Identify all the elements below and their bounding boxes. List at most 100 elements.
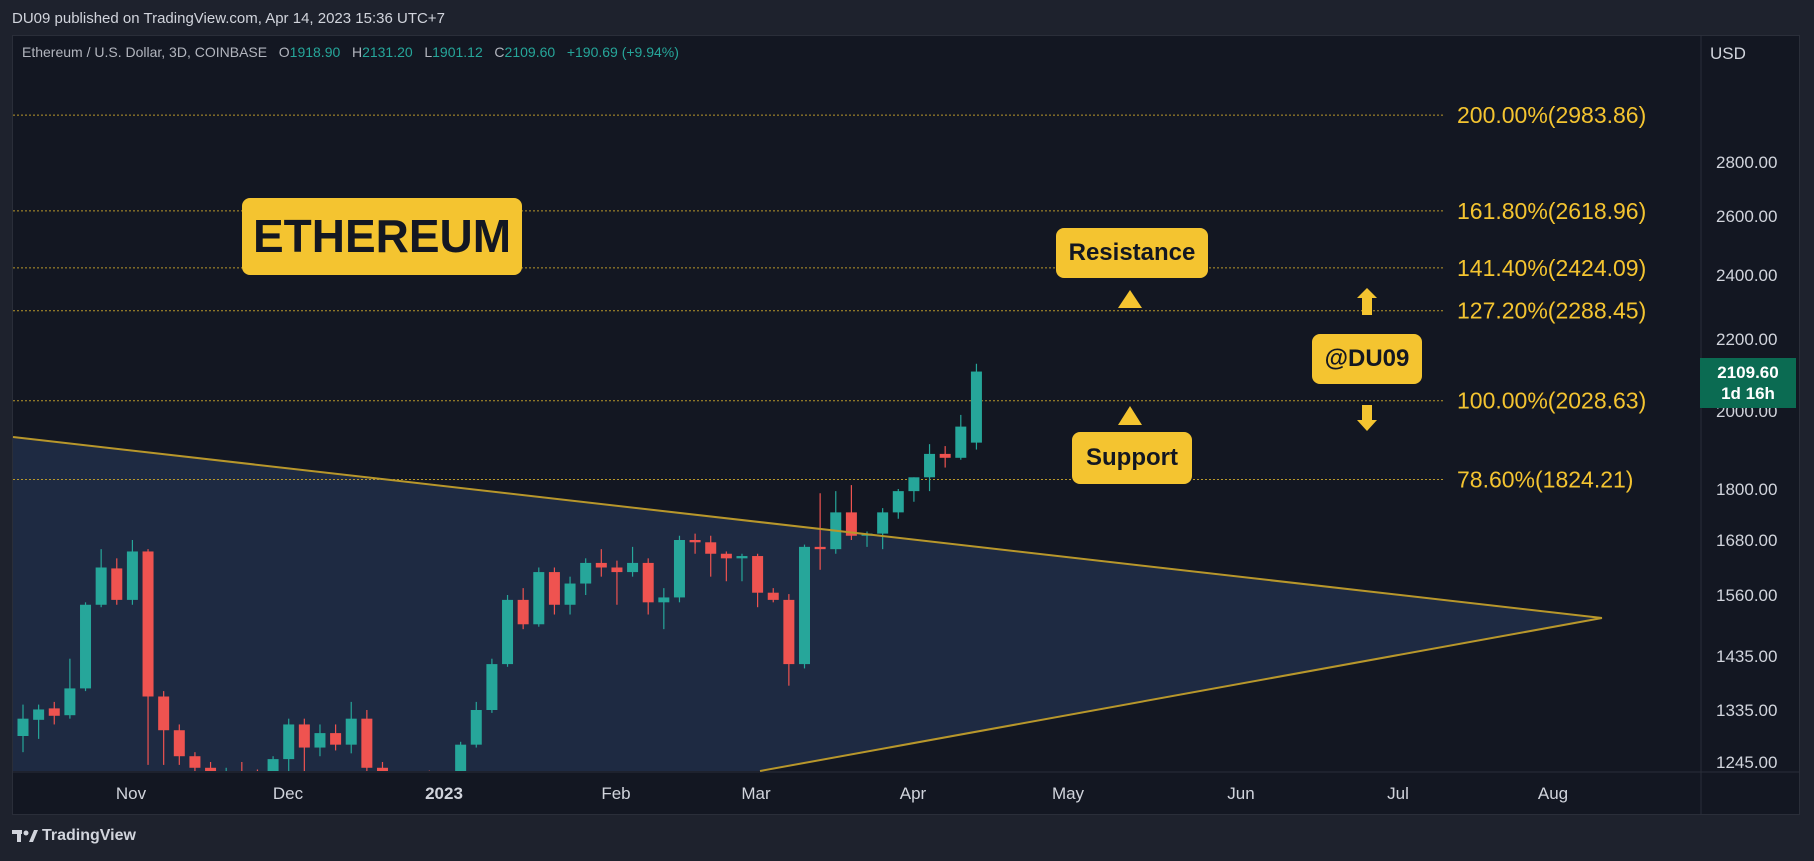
candle xyxy=(314,724,326,757)
fib-level-label: 127.20%(2288.45) xyxy=(1457,298,1646,324)
candle xyxy=(548,567,560,615)
candle xyxy=(955,414,967,460)
candle xyxy=(142,549,154,765)
lower-trendline xyxy=(759,617,1603,772)
publish-info: DU09 published on TradingView.com, Apr 1… xyxy=(12,10,445,27)
currency-label[interactable]: USD xyxy=(1710,44,1746,63)
bar-countdown: 1d 16h xyxy=(1721,384,1775,403)
fib-levels: 200.00%(2983.86) 161.80%(2618.96) 141.40%(… xyxy=(13,102,1646,493)
time-tick-label: Mar xyxy=(741,784,771,803)
candle xyxy=(486,658,498,713)
candle xyxy=(611,560,623,605)
open-value: 1918.90 xyxy=(289,44,341,60)
candle xyxy=(502,595,514,667)
time-tick-label: Jul xyxy=(1387,784,1409,803)
price-tick-label: 1335.00 xyxy=(1716,701,1777,720)
candle xyxy=(330,724,342,751)
price-tick-label: 1680.00 xyxy=(1716,531,1777,550)
candle xyxy=(189,752,201,771)
time-tick-label: 2023 xyxy=(425,784,463,803)
low-value: 1901.12 xyxy=(432,44,483,60)
time-tick-label: Apr xyxy=(900,784,927,803)
candle xyxy=(256,769,259,771)
resistance-pointer xyxy=(1118,290,1142,308)
candle xyxy=(580,558,592,595)
time-tick-label: May xyxy=(1052,784,1085,803)
candle xyxy=(799,544,810,669)
time-tick-label: Aug xyxy=(1538,784,1568,803)
candle xyxy=(393,779,404,796)
upper-trendline xyxy=(12,436,1603,619)
candle xyxy=(33,704,45,739)
candle xyxy=(95,549,107,608)
candle xyxy=(267,756,279,771)
candle xyxy=(345,701,357,754)
candle xyxy=(80,602,92,692)
candle xyxy=(595,549,607,577)
candle xyxy=(17,704,29,753)
candle xyxy=(892,489,904,519)
price-axis-labels: 2800.002600.002400.002200.002000.001800.… xyxy=(1716,153,1777,772)
candle xyxy=(376,762,388,771)
price-tick-label: 1800.00 xyxy=(1716,480,1777,499)
candle xyxy=(924,444,936,492)
last-price: 2109.60 xyxy=(1717,363,1779,382)
candle xyxy=(970,363,982,450)
candle xyxy=(361,710,373,771)
support-pointer xyxy=(1118,406,1142,425)
candle xyxy=(48,701,60,725)
open-label: O xyxy=(278,44,290,60)
ethereum-title-callout[interactable]: ETHEREUM xyxy=(242,198,522,275)
price-tick-label: 2600.00 xyxy=(1716,207,1777,226)
candle xyxy=(408,774,419,793)
candle xyxy=(627,546,639,577)
close-value: 2109.60 xyxy=(504,44,556,60)
resistance-callout[interactable]: Resistance xyxy=(1056,228,1208,278)
candle xyxy=(158,691,170,765)
price-tick-label: 1560.00 xyxy=(1716,586,1777,605)
candle xyxy=(939,446,951,468)
price-tick-label: 2200.00 xyxy=(1716,330,1777,349)
high-label: H xyxy=(351,44,363,60)
candle xyxy=(64,658,76,719)
arrow-up-icon xyxy=(1357,288,1377,315)
candle xyxy=(205,762,217,771)
time-axis-labels: Nov Dec 2023 Feb Mar Apr May Jun Jul Aug xyxy=(116,784,1568,803)
fib-level-label: 100.00%(2028.63) xyxy=(1457,388,1646,414)
candle xyxy=(126,540,138,605)
price-tick-label: 2400.00 xyxy=(1716,266,1777,285)
close-label: C xyxy=(494,44,505,60)
time-tick-label: Nov xyxy=(116,784,147,803)
tradingview-logo-icon xyxy=(12,830,38,842)
candle xyxy=(298,718,310,771)
low-label: L xyxy=(424,44,433,60)
time-tick-label: Jun xyxy=(1227,784,1254,803)
candle xyxy=(283,718,295,771)
last-price-tag: 2109.60 1d 16h xyxy=(1700,358,1796,408)
price-tick-label: 1435.00 xyxy=(1716,647,1777,666)
candle xyxy=(470,701,482,748)
symbol-name[interactable]: Ethereum / U.S. Dollar, 3D, COINBASE xyxy=(22,44,268,60)
candle xyxy=(455,741,467,771)
candle xyxy=(517,588,529,630)
candle xyxy=(673,535,685,603)
time-tick-label: Dec xyxy=(273,784,304,803)
candle xyxy=(689,533,701,554)
candle xyxy=(736,553,748,582)
candle xyxy=(845,485,857,540)
candles xyxy=(17,363,982,796)
candle xyxy=(720,551,732,582)
fib-level-label: 141.40%(2424.09) xyxy=(1457,255,1646,281)
candle xyxy=(752,553,764,608)
candle xyxy=(564,576,576,615)
candle xyxy=(783,594,795,686)
arrow-down-icon xyxy=(1357,405,1377,431)
ohlc-legend: Ethereum / U.S. Dollar, 3D, COINBASE O19… xyxy=(22,44,679,60)
candle xyxy=(877,508,889,550)
author-handle-callout[interactable]: @DU09 xyxy=(1312,334,1422,384)
fib-level-label: 161.80%(2618.96) xyxy=(1457,198,1646,224)
change-value: +190.69 (+9.94%) xyxy=(566,44,679,60)
support-callout[interactable]: Support xyxy=(1072,432,1192,484)
tradingview-footer[interactable]: TradingView xyxy=(12,827,136,845)
